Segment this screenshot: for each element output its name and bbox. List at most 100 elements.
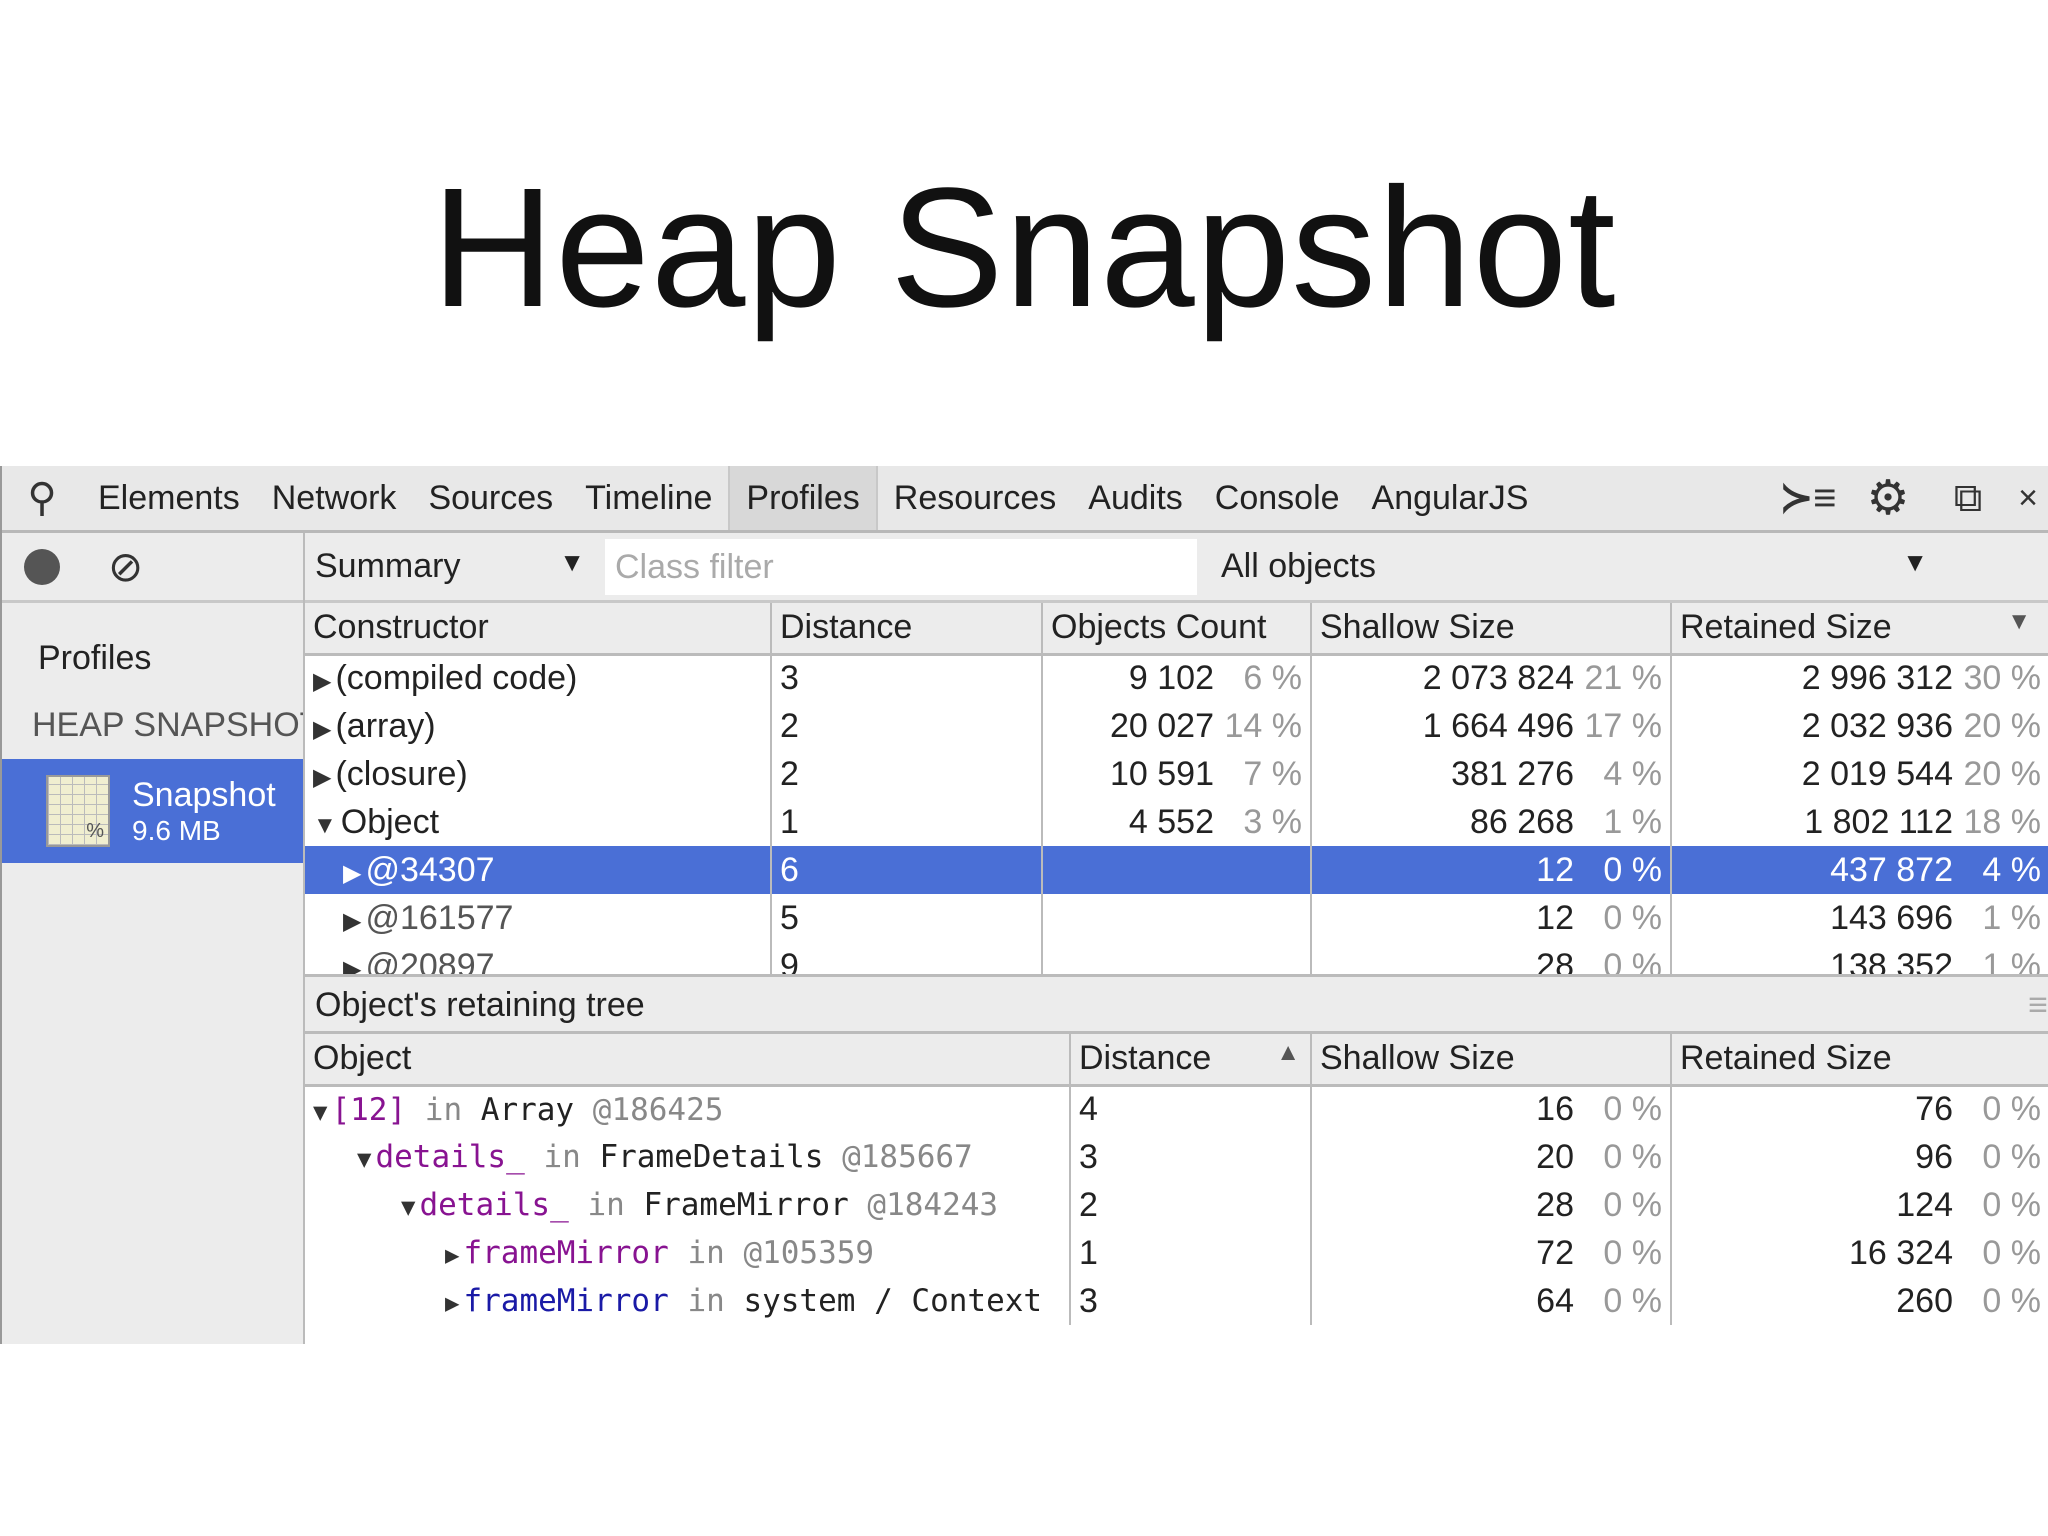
count-cell: [1042, 894, 1312, 942]
table-row[interactable]: ▼ Object 1 4 552 3 % 86 268 1 % 1 802 112 18 %: [305, 798, 2048, 846]
view-select-value: Summary: [315, 547, 461, 585]
expanded-triangle-icon[interactable]: ▼: [313, 811, 337, 839]
collapsed-triangle-icon[interactable]: ▶: [313, 668, 332, 696]
expanded-triangle-icon[interactable]: ▼: [357, 1145, 372, 1173]
constructor-name: (array): [335, 706, 436, 745]
tab-console[interactable]: Console: [1214, 479, 1340, 517]
heap-main: Summary ▼ Class filter All objects ▼ Const…: [305, 533, 2048, 1344]
collapsed-triangle-icon[interactable]: ▶: [445, 1289, 460, 1317]
tab-elements[interactable]: Elements: [98, 479, 240, 517]
table-row[interactable]: ▶ @161577 5 12 0 % 143 696 1 %: [305, 894, 2048, 942]
shallow-value: 12: [1536, 850, 1574, 889]
table-row[interactable]: ▶ (array) 2 20 027 14 % 1 664 496 17 % 2 032 93…: [305, 702, 2048, 750]
column-shallow-size[interactable]: Shallow Size: [1311, 1034, 1672, 1087]
count-value: 10 591: [1110, 754, 1214, 793]
expanded-triangle-icon[interactable]: ▼: [401, 1193, 416, 1221]
object-cell: ▶ frameMirror in system / Context: [305, 1277, 1071, 1325]
shallow-percent: 21 %: [1584, 659, 1663, 698]
column-retained-size[interactable]: Retained Size ▼: [1671, 603, 2048, 656]
object-id: @185667: [842, 1139, 973, 1175]
retained-cell: 143 696 1 %: [1671, 894, 2048, 942]
table-row[interactable]: ▶ frameMirror in system / Context 3 64 0 % 2…: [305, 1277, 2048, 1325]
tab-resources[interactable]: Resources: [893, 479, 1057, 517]
scope-select[interactable]: All objects ▼: [1197, 547, 2048, 586]
table-row[interactable]: ▶ @34307 6 12 0 % 437 872 4 %: [305, 846, 2048, 894]
drag-handle-icon[interactable]: ≡: [2028, 986, 2048, 1024]
view-select[interactable]: Summary ▼: [305, 547, 605, 586]
shallow-value: 72: [1536, 1233, 1574, 1272]
console-drawer-icon[interactable]: ≻≡: [1779, 476, 1837, 520]
column-object[interactable]: Object: [305, 1034, 1071, 1087]
dock-icon[interactable]: ⧉: [1953, 475, 1983, 520]
collapsed-triangle-icon[interactable]: ▶: [445, 1241, 460, 1269]
table-row[interactable]: ▼ details_ in FrameMirror @184243 2 28 0 % 12…: [305, 1181, 2048, 1229]
tab-timeline[interactable]: Timeline: [585, 479, 713, 517]
retained-value: 96: [1915, 1137, 1953, 1176]
distance-cell: 4: [1070, 1085, 1312, 1133]
retained-percent: 20 %: [1963, 754, 2042, 793]
column-objects-count[interactable]: Objects Count: [1042, 603, 1312, 656]
table-row[interactable]: ▼ [12] in Array @186425 4 16 0 % 76 0 %: [305, 1085, 2048, 1133]
retained-percent: 0 %: [1982, 1090, 2041, 1129]
shallow-value: 28: [1536, 946, 1574, 975]
table-row[interactable]: ▶ frameMirror in @105359 1 72 0 % 16 324 0 %: [305, 1229, 2048, 1277]
constructor-name: (closure): [335, 754, 468, 793]
count-value: 4 552: [1128, 802, 1214, 841]
table-row[interactable]: ▼ details_ in FrameDetails @185667 3 20 0 % 9…: [305, 1133, 2048, 1181]
gear-icon[interactable]: ⚙: [1866, 472, 1910, 525]
shallow-cell: 2 073 824 21 %: [1311, 654, 1672, 702]
collapsed-triangle-icon[interactable]: ▶: [343, 955, 362, 975]
table-row[interactable]: ▶ @20897 9 28 0 % 138 352 1 %: [305, 942, 2048, 974]
tab-sources[interactable]: Sources: [428, 479, 554, 517]
close-icon[interactable]: ×: [2018, 478, 2038, 517]
constructor-name: @20897: [365, 946, 495, 975]
retained-percent: 0 %: [1982, 1137, 2041, 1176]
column-shallow-size[interactable]: Shallow Size: [1311, 603, 1672, 656]
shallow-value: 64: [1536, 1281, 1574, 1320]
retained-value: 437 872: [1830, 850, 1953, 889]
tab-profiles[interactable]: Profiles: [728, 466, 878, 530]
table-row[interactable]: ▶ (compiled code) 3 9 102 6 % 2 073 824 21 % 2 …: [305, 654, 2048, 702]
expanded-triangle-icon[interactable]: ▼: [313, 1097, 328, 1126]
object-id: @186425: [592, 1091, 724, 1128]
sort-desc-icon: ▼: [2007, 608, 2031, 636]
devtools-tab-bar: ⚲ Elements Network Sources Timeline Prof…: [2, 466, 2048, 533]
shallow-cell: 12 0 %: [1311, 894, 1672, 942]
object-id: @184243: [867, 1187, 999, 1223]
column-distance[interactable]: Distance: [771, 603, 1043, 656]
property-name: frameMirror: [463, 1235, 669, 1271]
retained-cell: 124 0 %: [1671, 1181, 2048, 1229]
snapshot-size: 9.6 MB: [132, 814, 221, 846]
shallow-value: 1 664 496: [1422, 706, 1574, 745]
snapshot-item[interactable]: % Snapshot 1 9.6 MB: [2, 759, 303, 863]
tab-angularjs[interactable]: AngularJS: [1371, 479, 1529, 517]
column-constructor[interactable]: Constructor: [305, 603, 772, 656]
retained-percent: 0 %: [1982, 1185, 2041, 1224]
object-cell: ▶ frameMirror in @105359: [305, 1229, 1071, 1277]
record-icon[interactable]: [24, 548, 60, 585]
clear-icon[interactable]: ⊘: [108, 543, 144, 590]
collapsed-triangle-icon[interactable]: ▶: [313, 715, 332, 743]
in-keyword: in: [424, 1091, 463, 1128]
in-keyword: in: [543, 1139, 581, 1175]
count-percent: 6 %: [1243, 659, 1302, 698]
column-distance[interactable]: Distance ▲: [1070, 1034, 1312, 1087]
tab-audits[interactable]: Audits: [1088, 479, 1183, 517]
collapsed-triangle-icon[interactable]: ▶: [313, 763, 332, 791]
search-icon[interactable]: ⚲: [27, 476, 57, 520]
shallow-cell: 20 0 %: [1311, 1133, 1672, 1181]
scope-select-value: All objects: [1221, 547, 1376, 585]
profiles-sidebar: ⊘ Profiles HEAP SNAPSHOTS % Snapshot 1 9…: [2, 533, 305, 1344]
retaining-tree-header: Object's retaining tree ≡: [305, 974, 2048, 1034]
shallow-value: 16: [1536, 1090, 1574, 1129]
count-percent: 3 %: [1243, 802, 1302, 841]
column-retained-size[interactable]: Retained Size: [1671, 1034, 2048, 1087]
tab-network[interactable]: Network: [271, 479, 397, 517]
shallow-percent: 0 %: [1603, 1090, 1662, 1129]
collapsed-triangle-icon[interactable]: ▶: [343, 907, 362, 935]
retained-cell: 16 324 0 %: [1671, 1229, 2048, 1277]
table-row[interactable]: ▶ (closure) 2 10 591 7 % 381 276 4 % 2 019 544 2…: [305, 750, 2048, 798]
property-name: [12]: [331, 1091, 407, 1128]
collapsed-triangle-icon[interactable]: ▶: [343, 859, 362, 887]
class-filter-input[interactable]: Class filter: [605, 538, 1197, 595]
